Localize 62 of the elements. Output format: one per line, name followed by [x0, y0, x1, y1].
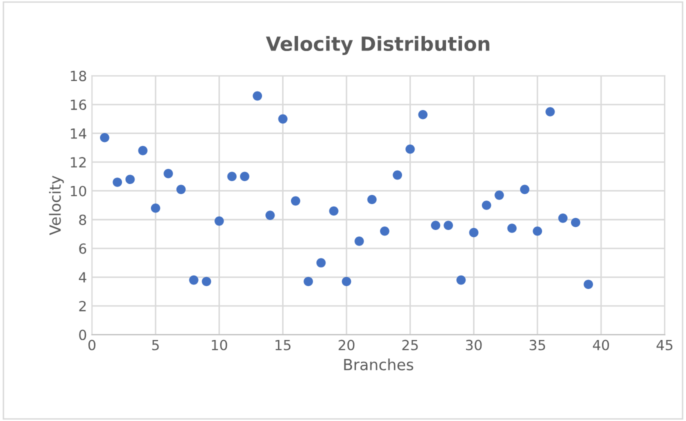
point — [202, 276, 212, 286]
point — [316, 258, 326, 268]
y-tick-label: 0 — [79, 330, 86, 340]
y-tick-label: 4 — [78, 272, 86, 282]
x-tick-label: 35 — [530, 340, 546, 350]
point — [546, 107, 555, 116]
point — [367, 194, 377, 204]
point — [150, 203, 160, 213]
point — [532, 226, 542, 236]
y-tick-label: 12 — [70, 157, 86, 168]
point — [138, 146, 148, 156]
point — [405, 144, 415, 154]
point — [290, 196, 300, 206]
point — [380, 226, 390, 236]
point — [558, 214, 568, 223]
x-tick-label: 25 — [402, 340, 418, 350]
point — [278, 114, 288, 124]
x-tick-label: 30 — [466, 340, 482, 350]
x-axis-title: Branches — [344, 358, 414, 370]
x-tick-label: 20 — [338, 340, 354, 350]
point — [392, 170, 402, 180]
point — [520, 184, 530, 194]
point — [469, 228, 478, 238]
point — [252, 91, 262, 101]
point — [507, 224, 517, 233]
x-tick-label: 15 — [276, 340, 290, 350]
x-tick-label: 0 — [88, 340, 96, 350]
y-tick-label: 18 — [70, 70, 86, 82]
x-tick-label: 40 — [592, 340, 610, 350]
point — [494, 190, 504, 200]
point — [329, 206, 338, 216]
y-tick-label: 10 — [70, 186, 86, 196]
point — [570, 218, 580, 228]
point — [304, 276, 313, 286]
point — [418, 110, 428, 120]
point — [444, 220, 453, 230]
y-axis-title: Velocity — [49, 176, 64, 236]
chart-title: Velocity Distribution — [266, 36, 490, 55]
y-tick-label: 14 — [70, 128, 86, 139]
point — [100, 132, 110, 142]
point — [482, 200, 492, 210]
y-tick-label: 8 — [79, 214, 86, 226]
point — [227, 172, 237, 182]
point — [112, 178, 122, 187]
point — [164, 168, 173, 178]
point — [240, 172, 250, 182]
point — [189, 275, 198, 285]
point — [342, 276, 352, 286]
point — [456, 275, 466, 285]
x-tick-label: 10 — [212, 340, 228, 350]
point — [354, 236, 364, 246]
x-tick-label: 5 — [152, 340, 159, 350]
point — [265, 210, 275, 220]
point — [430, 220, 440, 230]
y-tick-label: 2 — [79, 300, 86, 312]
y-tick-label: 16 — [70, 100, 86, 110]
y-tick-label: 6 — [79, 243, 86, 254]
point — [176, 184, 186, 194]
point — [125, 174, 135, 184]
point — [584, 280, 594, 290]
point — [214, 216, 224, 226]
x-tick-label: 45 — [656, 340, 672, 350]
